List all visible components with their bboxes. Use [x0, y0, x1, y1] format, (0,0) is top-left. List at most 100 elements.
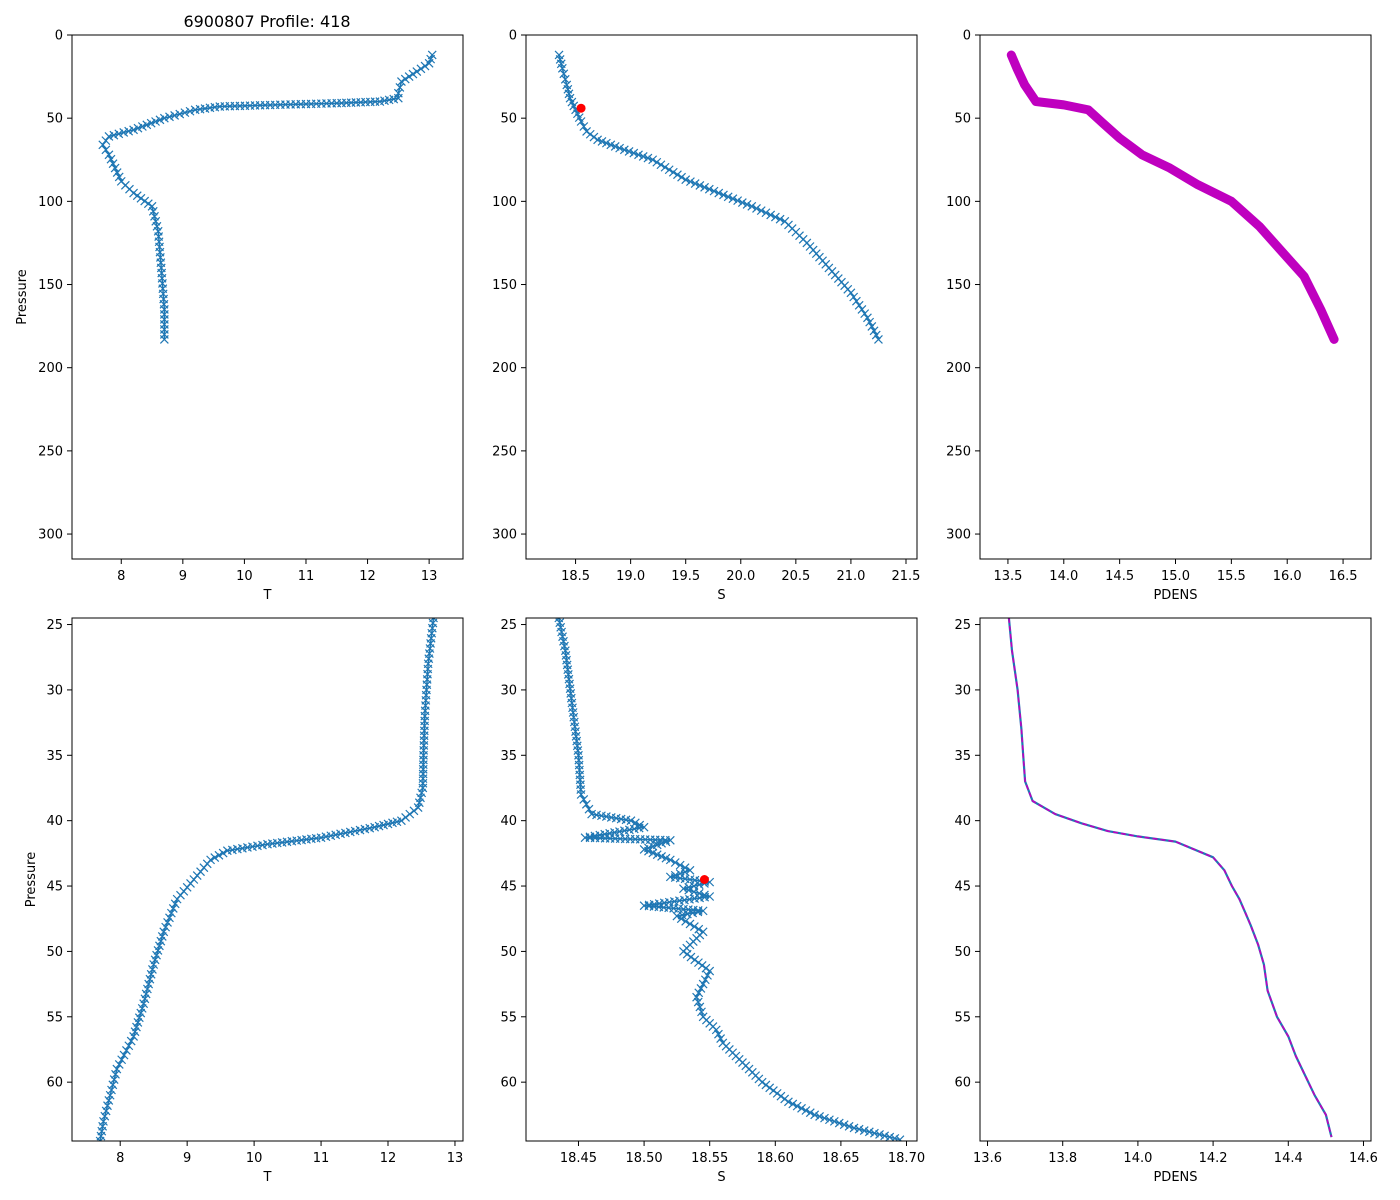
plot-data	[554, 50, 883, 344]
panel-top-right-density: 13.5 14.0 14.5 15.0 15.5 16.0 16.5 0 50 100 150 200…	[946, 29, 1372, 603]
axes-frame	[71, 34, 464, 560]
x-tick-label: 13	[447, 1151, 464, 1166]
data-point-marker	[185, 106, 195, 116]
data-point-marker	[682, 909, 692, 919]
data-point-marker	[119, 128, 129, 137]
data-point-marker	[670, 858, 680, 867]
data-point-marker	[626, 816, 636, 826]
data-point-marker	[136, 193, 146, 203]
data-point-marker	[700, 975, 710, 985]
plot-data	[95, 618, 438, 1141]
data-point-marker	[849, 292, 859, 302]
highlight-point	[699, 875, 709, 884]
y-tick-label: 55	[46, 1010, 63, 1025]
y-tick-label: 40	[954, 814, 971, 829]
y-tick-label: 150	[38, 278, 63, 293]
x-tick-label: 14.6	[1349, 1151, 1378, 1166]
data-point-marker	[772, 1088, 782, 1098]
data-point-marker	[101, 136, 111, 146]
data-point-marker	[114, 129, 124, 139]
data-point-marker	[834, 1118, 844, 1128]
x-axis-label: T	[263, 588, 272, 603]
data-point-marker	[733, 196, 743, 206]
data-point-marker	[829, 1116, 839, 1126]
x-tick-label: 18.45	[560, 1151, 597, 1166]
x-tick-label: 10	[246, 1151, 263, 1166]
y-axis-label: Pressure	[15, 269, 30, 325]
data-point-marker	[405, 809, 415, 819]
data-point-marker	[108, 1080, 118, 1090]
data-point-marker	[152, 221, 162, 231]
data-point-marker	[677, 172, 686, 182]
data-point-marker	[214, 850, 224, 860]
data-point-marker	[696, 984, 706, 993]
data-point-marker	[117, 1055, 127, 1065]
data-point-marker	[109, 1075, 119, 1084]
data-point-marker	[700, 890, 709, 900]
data-point-marker	[839, 1120, 849, 1130]
x-tick-label: 13.6	[973, 1151, 1002, 1166]
data-point-marker	[557, 63, 567, 73]
x-tick-label: 13	[421, 569, 438, 584]
data-point-marker	[681, 175, 691, 185]
data-point-marker	[147, 201, 157, 211]
data-point-marker	[844, 1121, 854, 1131]
data-point-marker	[665, 855, 675, 865]
data-point-marker	[675, 860, 685, 870]
y-tick-label: 35	[954, 749, 971, 764]
data-point-marker	[576, 117, 586, 126]
data-point-marker	[695, 181, 705, 190]
data-point-marker	[701, 963, 711, 973]
data-point-marker	[222, 846, 232, 856]
data-point-marker	[166, 908, 176, 918]
data-point-marker	[679, 884, 688, 894]
y-tick-label: 300	[492, 528, 517, 543]
data-point-marker	[757, 1077, 767, 1087]
data-point-marker	[112, 1064, 122, 1074]
x-tick-label: 21.0	[836, 569, 865, 584]
data-point-marker	[765, 1083, 775, 1093]
data-point-marker	[756, 206, 766, 216]
x-tick-label: 18.70	[888, 1151, 925, 1166]
data-point-marker	[664, 165, 674, 175]
data-point-marker	[801, 1106, 811, 1115]
x-tick-label: 16.0	[1273, 569, 1302, 584]
data-point-marker	[693, 907, 703, 917]
data-point-marker	[165, 913, 174, 923]
data-point-marker	[714, 188, 724, 198]
data-point-marker	[792, 1101, 802, 1111]
data-point-marker	[124, 126, 134, 136]
y-tick-label: 40	[500, 814, 517, 829]
y-tick-label: 25	[500, 618, 517, 633]
data-point-marker	[688, 908, 698, 918]
data-point-marker	[170, 899, 180, 909]
data-point-marker	[412, 67, 422, 77]
y-tick-label: 250	[946, 444, 971, 459]
data-point-marker	[805, 1108, 815, 1118]
data-point-marker	[190, 105, 200, 115]
data-point-marker	[761, 208, 771, 218]
density-line	[1006, 50, 1339, 344]
data-point-marker	[634, 150, 643, 160]
data-point-marker	[101, 145, 111, 155]
data-point-marker	[104, 150, 114, 160]
data-point-marker	[859, 1126, 869, 1135]
panel-bottom-right-density-zoom: 13.6 13.8 14.0 14.2 14.4 14.6 25 30 35 40 45 50 55 60…	[954, 617, 1378, 1185]
y-tick-label: 50	[954, 112, 971, 127]
data-point-marker	[694, 958, 703, 968]
y-tick-label: 50	[500, 945, 517, 960]
x-tick-label: 20.0	[726, 569, 755, 584]
y-tick-label: 50	[954, 945, 971, 960]
y-tick-label: 0	[963, 29, 971, 44]
x-tick-label: 18.50	[625, 1151, 662, 1166]
data-point-marker	[624, 147, 634, 156]
data-point-marker	[175, 109, 185, 119]
data-point-marker	[670, 870, 680, 880]
x-tick-label: 20.5	[781, 569, 810, 584]
data-point-marker	[615, 143, 625, 153]
data-point-marker	[747, 201, 757, 211]
data-point-marker	[780, 1094, 790, 1104]
data-point-marker	[728, 194, 738, 204]
data-point-marker	[111, 1069, 120, 1079]
